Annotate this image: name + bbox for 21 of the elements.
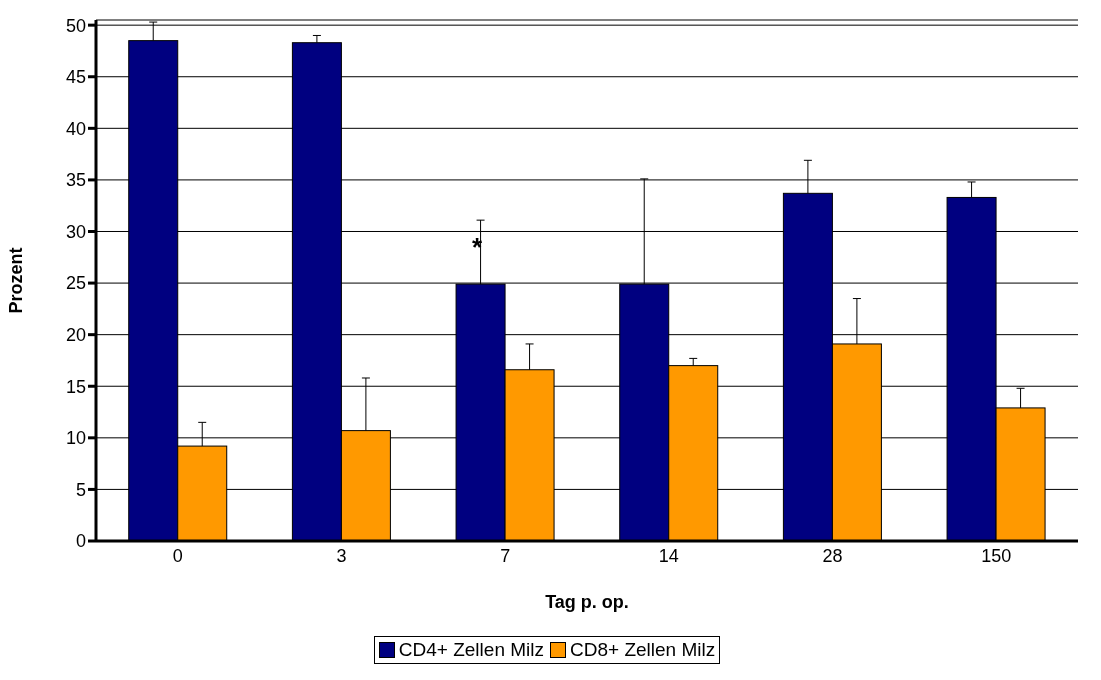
x-tick-label: 7 [500,545,511,566]
x-tick-label: 28 [822,545,843,566]
y-axis-title: Prozent [6,247,27,314]
y-tick-label: 30 [65,221,86,242]
y-tick-label: 25 [65,273,86,294]
y-tick-label: 35 [65,170,86,191]
y-tick-label: 0 [75,531,86,552]
legend-label: CD8+ Zellen Milz [569,639,716,661]
x-tick-label: 0 [172,545,183,566]
y-tick-label: 50 [65,15,86,36]
y-tick-label: 20 [65,325,86,346]
y-tick-label: 10 [65,428,86,449]
y-tick-label: 45 [65,67,86,88]
x-tick-label: 3 [336,545,347,566]
x-tick-label: 14 [658,545,679,566]
x-axis-title: Tag p. op. [545,592,629,612]
y-tick-label: 15 [65,376,86,397]
y-tick-label: 5 [75,479,86,500]
y-tick-label: 40 [65,118,86,139]
x-tick-label: 150 [981,545,1012,566]
legend-label: CD4+ Zellen Milz [397,639,544,661]
